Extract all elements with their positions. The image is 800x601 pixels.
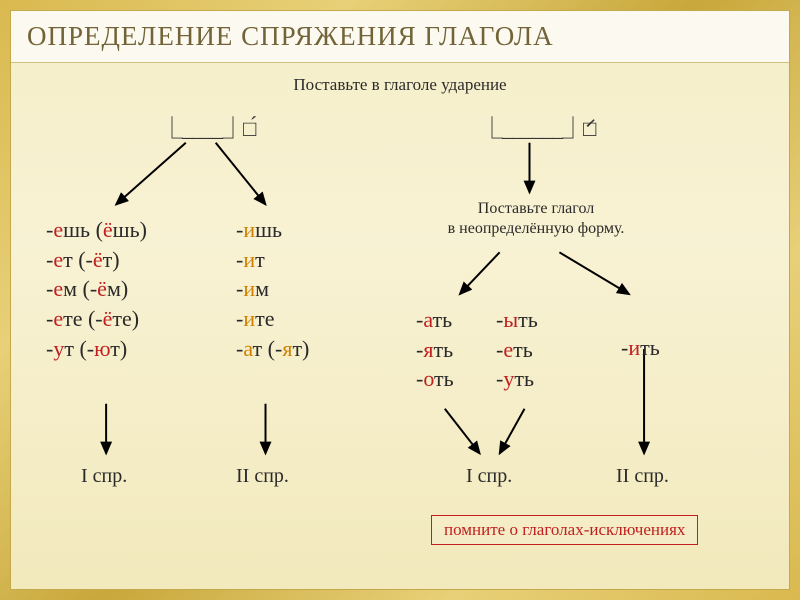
subtitle: Поставьте в глаголе ударение — [11, 75, 789, 95]
endings-right-col1b: -ыть-еть-уть — [496, 305, 538, 394]
result-left-2: II спр. — [236, 465, 289, 488]
right-instruction-l2: в неопределённую форму. — [448, 220, 625, 237]
panel: ОПРЕДЕЛЕНИЕ СПРЯЖЕНИЯ ГЛАГОЛА Поставьте … — [10, 10, 790, 590]
right-instruction-l1: Поставьте глагол — [478, 200, 594, 217]
stress-glyph-right: ⎿______⏌́□ — [481, 111, 595, 143]
endings-left-col2: -ишь-ит-им-ите-ат (-ят) — [236, 215, 309, 363]
title-bar: ОПРЕДЕЛЕНИЕ СПРЯЖЕНИЯ ГЛАГОЛА — [11, 11, 789, 63]
right-instruction: Поставьте глагол в неопределённую форму. — [431, 199, 641, 239]
gold-frame: ОПРЕДЕЛЕНИЕ СПРЯЖЕНИЯ ГЛАГОЛА Поставьте … — [0, 0, 800, 600]
exception-note: помните о глаголах-исключениях — [431, 515, 698, 545]
endings-left-col1: -ешь (ёшь)-ет (-ёт)-ем (-ём)-ете (-ёте)-… — [46, 215, 147, 363]
result-right-2: II спр. — [616, 465, 669, 488]
endings-right-col1a: -ать-ять-оть — [416, 305, 454, 394]
result-left-1: I спр. — [81, 465, 127, 488]
diagram-content: Поставьте в глаголе ударение ⎿____⏌□́ ⎿_… — [11, 75, 789, 601]
stress-glyph-left: ⎿____⏌□́ — [161, 111, 255, 143]
endings-right-col2: -ить — [621, 333, 660, 363]
result-right-1: I спр. — [466, 465, 512, 488]
